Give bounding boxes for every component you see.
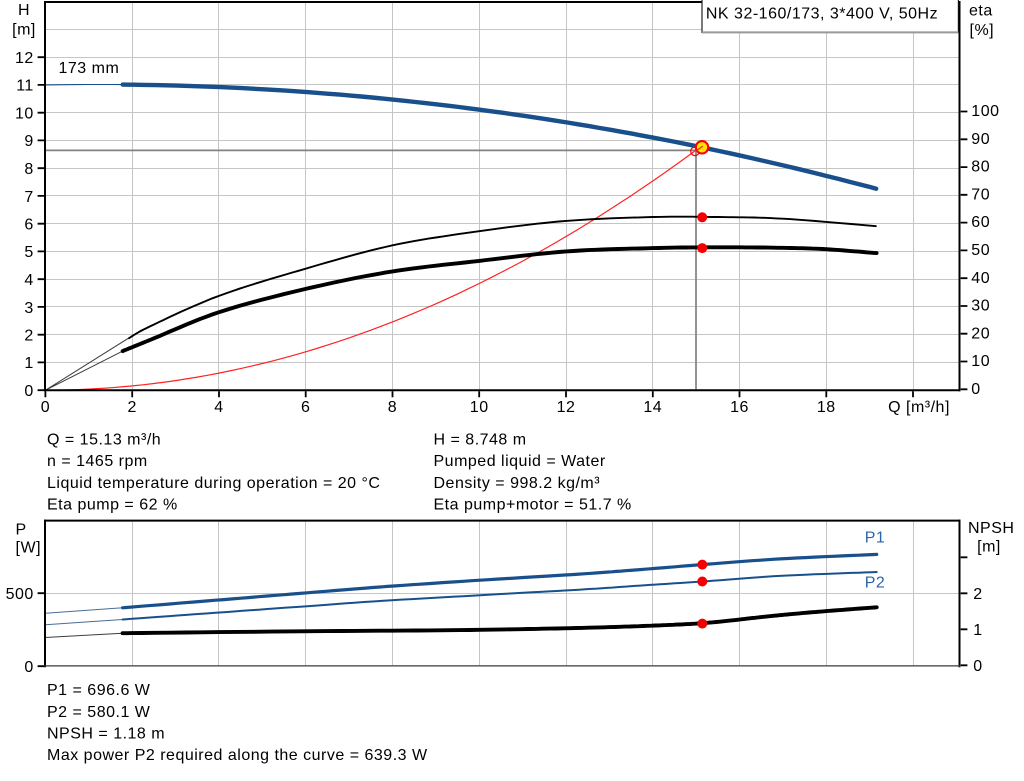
svg-text:500: 500: [6, 586, 34, 603]
svg-text:2: 2: [127, 399, 136, 416]
svg-text:70: 70: [971, 186, 990, 203]
svg-text:eta: eta: [969, 3, 993, 20]
svg-text:8: 8: [388, 399, 397, 416]
svg-text:Eta pump = 62 %: Eta pump = 62 %: [47, 497, 178, 514]
svg-text:H: H: [18, 2, 30, 19]
svg-text:[%]: [%]: [970, 22, 995, 39]
svg-text:10: 10: [470, 399, 489, 416]
svg-text:16: 16: [730, 399, 749, 416]
svg-text:18: 18: [817, 399, 836, 416]
svg-text:12: 12: [15, 50, 34, 67]
svg-text:1: 1: [973, 622, 982, 639]
svg-text:2: 2: [973, 586, 982, 603]
svg-text:4: 4: [24, 272, 33, 289]
svg-text:H = 8.748 m: H = 8.748 m: [434, 432, 527, 449]
svg-text:3: 3: [24, 300, 33, 317]
svg-text:NPSH = 1.18 m: NPSH = 1.18 m: [47, 726, 165, 743]
svg-text:0: 0: [24, 659, 33, 676]
svg-text:Pumped liquid = Water: Pumped liquid = Water: [434, 453, 606, 470]
svg-text:5: 5: [24, 244, 33, 261]
svg-text:P1: P1: [865, 530, 886, 547]
svg-text:20: 20: [971, 325, 990, 342]
svg-text:40: 40: [971, 270, 990, 287]
svg-text:Density = 998.2 kg/m³: Density = 998.2 kg/m³: [434, 475, 601, 492]
svg-text:NK 32-160/173, 3*400 V, 50Hz: NK 32-160/173, 3*400 V, 50Hz: [706, 5, 938, 22]
svg-text:Eta pump+motor = 51.7 %: Eta pump+motor = 51.7 %: [434, 497, 632, 514]
svg-text:100: 100: [971, 103, 999, 120]
svg-text:10: 10: [15, 106, 34, 123]
svg-text:Liquid temperature during oper: Liquid temperature during operation = 20…: [47, 475, 380, 492]
svg-text:4: 4: [214, 399, 223, 416]
svg-text:0: 0: [973, 658, 982, 675]
svg-text:11: 11: [16, 78, 34, 95]
svg-text:NPSH: NPSH: [968, 520, 1014, 537]
svg-text:30: 30: [971, 298, 990, 315]
svg-text:6: 6: [24, 217, 33, 234]
svg-text:P2: P2: [865, 574, 886, 591]
svg-text:50: 50: [971, 242, 990, 259]
svg-text:8: 8: [24, 161, 33, 178]
svg-text:2: 2: [24, 328, 33, 345]
svg-text:10: 10: [971, 353, 990, 370]
svg-text:6: 6: [301, 399, 310, 416]
svg-text:P2 = 580.1 W: P2 = 580.1 W: [47, 704, 151, 721]
svg-text:7: 7: [24, 189, 33, 206]
svg-text:n = 1465 rpm: n = 1465 rpm: [47, 453, 148, 470]
svg-text:60: 60: [971, 214, 990, 231]
svg-text:14: 14: [643, 399, 662, 416]
svg-text:Q = 15.13 m³/h: Q = 15.13 m³/h: [47, 432, 161, 449]
svg-text:1: 1: [24, 355, 33, 372]
svg-text:80: 80: [971, 159, 990, 176]
svg-text:[m]: [m]: [977, 539, 1001, 556]
svg-text:Q [m³/h]: Q [m³/h]: [888, 399, 950, 416]
svg-text:173 mm: 173 mm: [59, 60, 120, 77]
svg-text:0: 0: [24, 383, 33, 400]
svg-text:0: 0: [971, 381, 980, 398]
svg-text:P1 = 696.6 W: P1 = 696.6 W: [47, 682, 151, 699]
svg-text:Max power P2 required along th: Max power P2 required along the curve = …: [47, 747, 428, 764]
svg-text:9: 9: [24, 133, 33, 150]
svg-text:90: 90: [971, 131, 990, 148]
svg-text:[W]: [W]: [16, 540, 42, 557]
svg-text:12: 12: [557, 399, 576, 416]
svg-text:P: P: [16, 522, 27, 539]
svg-text:0: 0: [41, 399, 50, 416]
svg-text:[m]: [m]: [12, 22, 36, 39]
